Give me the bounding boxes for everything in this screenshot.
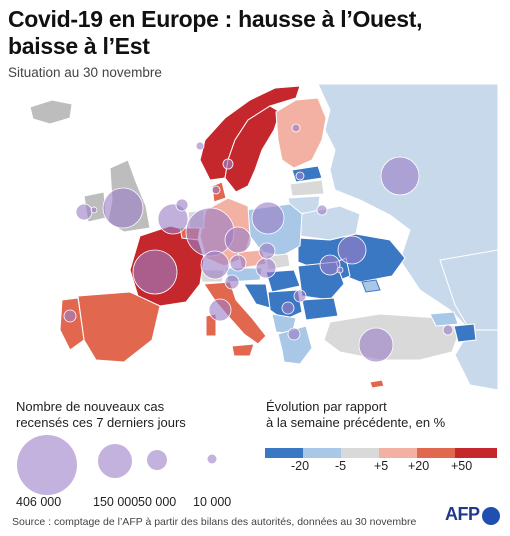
bubble-georgia xyxy=(442,324,454,336)
bubble-ukraine xyxy=(337,235,367,265)
bubble-belgium xyxy=(157,203,189,235)
latvia xyxy=(289,179,325,197)
color-legend xyxy=(265,448,497,458)
color-tick-plus5: +5 xyxy=(374,459,389,473)
azerbaijan xyxy=(453,323,477,343)
bubble-baltic xyxy=(295,171,305,181)
bubble-italy-south xyxy=(208,298,232,322)
bubble-czechia xyxy=(224,226,252,254)
size-legend xyxy=(17,435,217,495)
bubble-hungary xyxy=(224,274,240,290)
bubble-moldova xyxy=(336,266,344,274)
bubble-sweden xyxy=(222,158,234,170)
map-title: Covid-19 en Europe : hausse à l’Ouest, b… xyxy=(8,6,423,59)
iceland xyxy=(29,99,73,125)
bubble-turkey xyxy=(358,327,394,363)
size-legend-title: Nombre de nouveaux cas recensés ces 7 de… xyxy=(16,399,186,431)
bubble-poland xyxy=(251,201,285,235)
georgia xyxy=(429,311,459,327)
legend-bubble-10000 xyxy=(207,454,217,464)
color-class-6 xyxy=(455,448,497,458)
size-legend-title-line2: recensés ces 7 derniers jours xyxy=(16,415,186,430)
legend-bubble-406000 xyxy=(17,435,77,495)
bubble-serbia xyxy=(281,301,295,315)
afp-logo: AFP xyxy=(445,504,480,524)
portugal xyxy=(59,297,85,351)
color-tick-minus5: -5 xyxy=(335,459,347,473)
bubble-belarus xyxy=(316,204,328,216)
bubble-portugal xyxy=(63,309,77,323)
bubble-ireland xyxy=(90,206,98,214)
color-legend-title: Évolution par rapport à la semaine précé… xyxy=(266,399,445,431)
bubble-denmark xyxy=(211,185,221,195)
color-legend-title-line2: à la semaine précédente, en % xyxy=(266,415,446,430)
legend-bubble-150000 xyxy=(98,444,132,478)
color-tick-plus50: +50 xyxy=(451,459,473,473)
case-bubbles xyxy=(63,123,454,363)
color-tick-minus20: -20 xyxy=(291,459,310,473)
bubble-bulgaria xyxy=(293,289,307,303)
crimea xyxy=(361,279,381,293)
bubble-germany xyxy=(185,207,235,257)
turkey xyxy=(323,313,461,361)
size-label-406000: 406 000 xyxy=(16,495,62,509)
color-legend-title-line1: Évolution par rapport xyxy=(266,399,387,414)
bubble-switzerland xyxy=(229,254,247,272)
bubble-spain xyxy=(75,203,93,221)
russia xyxy=(317,83,499,391)
map-subtitle: Situation au 30 novembre xyxy=(8,65,162,80)
size-label-10000: 10 000 xyxy=(193,495,232,509)
size-label-150000: 150 000 xyxy=(93,495,139,509)
cyprus xyxy=(369,379,385,389)
color-class-5 xyxy=(417,448,455,458)
bubble-austria xyxy=(255,257,277,279)
source-note: Source : comptage de l’AFP à partir des … xyxy=(12,516,417,528)
color-class-3 xyxy=(341,448,379,458)
hungary xyxy=(265,269,301,293)
color-class-4 xyxy=(379,448,417,458)
bubble-france xyxy=(132,249,178,295)
size-legend-title-line1: Nombre de nouveaux cas xyxy=(16,399,165,414)
bubble-uk xyxy=(102,187,144,229)
bulgaria xyxy=(301,297,339,321)
afp-logo-circle xyxy=(482,507,500,525)
croatia xyxy=(243,283,271,309)
bubble-finland xyxy=(291,123,301,133)
bubble-norway xyxy=(195,141,205,151)
bubble-russia xyxy=(380,156,420,196)
color-class-2 xyxy=(303,448,341,458)
color-tick-plus20: +20 xyxy=(408,459,430,473)
finland xyxy=(275,97,327,169)
spain xyxy=(77,291,161,363)
sicily xyxy=(231,343,255,357)
color-class-1 xyxy=(265,448,303,458)
size-label-50000: 50 000 xyxy=(138,495,177,509)
bubble-slovakia xyxy=(258,242,276,260)
bubble-romania xyxy=(319,254,341,276)
bubble-greece xyxy=(287,327,301,341)
russia-south xyxy=(439,249,499,331)
bubble-italy xyxy=(200,250,230,280)
legend-bubble-50000 xyxy=(147,450,167,470)
greece xyxy=(277,325,313,365)
bubble-netherlands xyxy=(175,198,189,212)
